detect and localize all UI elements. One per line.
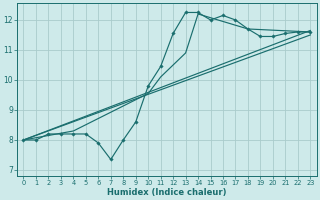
X-axis label: Humidex (Indice chaleur): Humidex (Indice chaleur) (107, 188, 227, 197)
